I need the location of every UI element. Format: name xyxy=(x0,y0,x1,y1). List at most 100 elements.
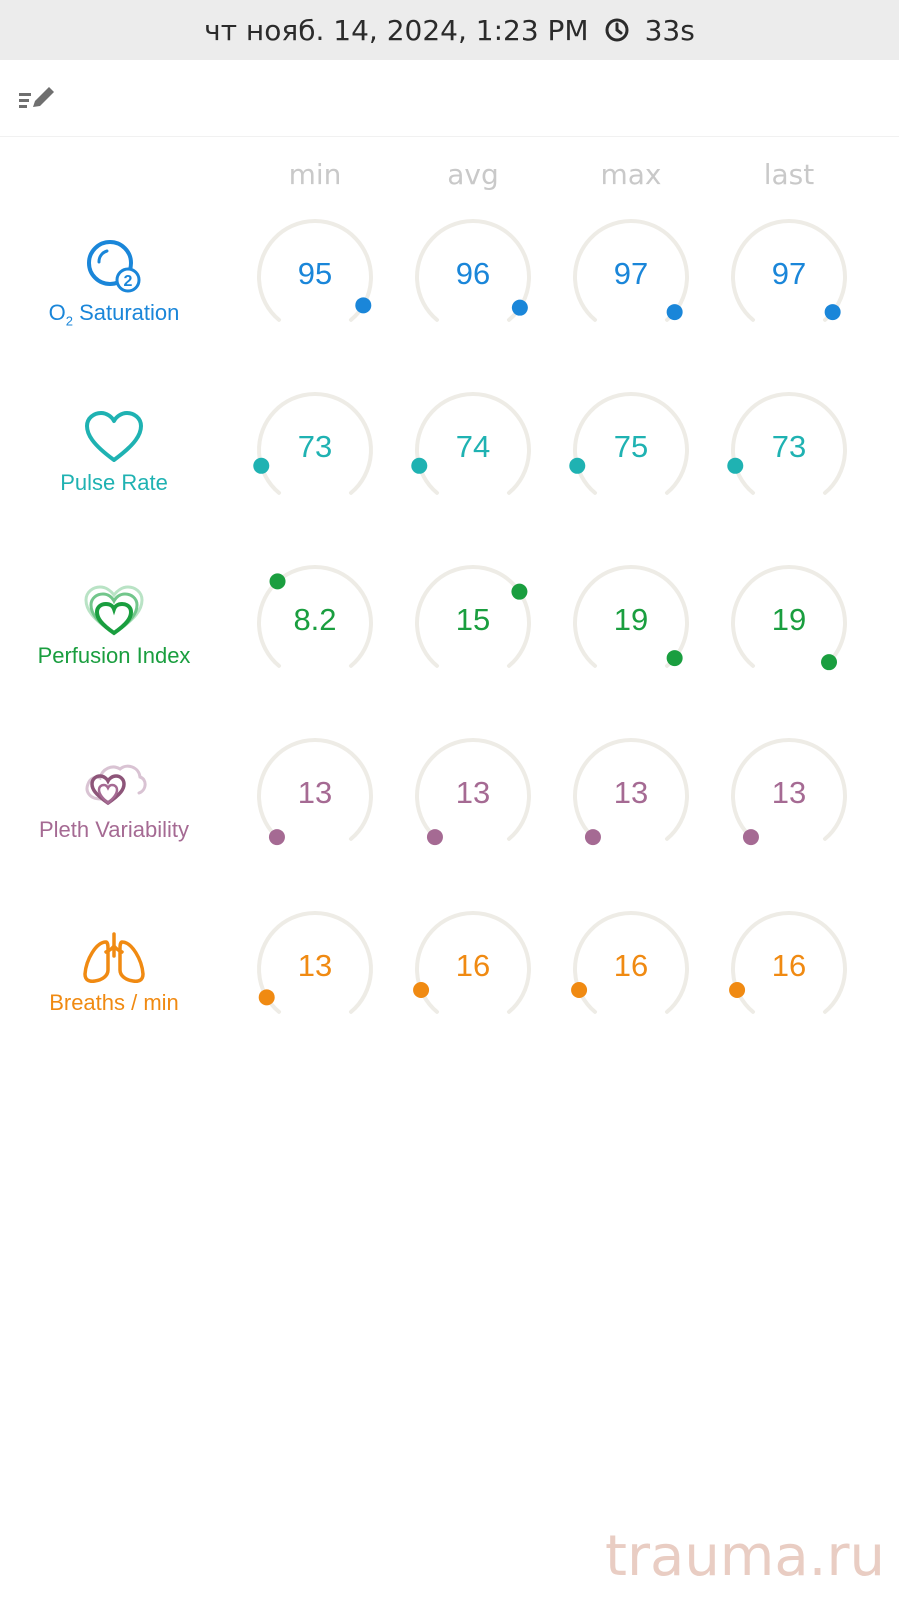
gauge-track xyxy=(415,565,531,668)
svg-text:2: 2 xyxy=(124,273,133,290)
gauge-dial xyxy=(731,219,847,322)
gauge-rr-min[interactable]: 13 xyxy=(250,904,380,1034)
gauge-track xyxy=(573,565,689,668)
gauge-o2-last[interactable]: 97 xyxy=(724,212,854,342)
gauge-track xyxy=(257,738,373,841)
gauge-track xyxy=(573,219,689,322)
gauge-track xyxy=(415,911,531,1014)
gauge-pulse-min[interactable]: 73 xyxy=(250,385,380,515)
layered-hearts-icon xyxy=(84,585,144,636)
gauge-track xyxy=(731,565,847,668)
gauge-pi-avg[interactable]: 15 xyxy=(408,558,538,688)
gauge-dial xyxy=(573,565,689,668)
metric-o2-saturation: 2 O2 Saturation xyxy=(0,236,228,328)
gauge-track xyxy=(731,738,847,841)
heart-cloud-icon xyxy=(85,764,147,806)
metric-label: Perfusion Index xyxy=(37,643,191,668)
gauge-value: 13 xyxy=(771,775,807,810)
gauge-dial xyxy=(731,565,847,671)
gauge-indicator-dot xyxy=(253,457,270,474)
gauge-value: 95 xyxy=(297,256,333,291)
gauge-pulse-last[interactable]: 73 xyxy=(724,385,854,515)
gauge-indicator-dot xyxy=(355,297,372,314)
list-edit-icon[interactable] xyxy=(16,80,60,114)
gauge-pvi-min[interactable]: 13 xyxy=(250,731,380,861)
gauge-value: 13 xyxy=(455,775,491,810)
gauge-track xyxy=(731,219,847,322)
gauge-value: 13 xyxy=(297,775,333,810)
gauge-track xyxy=(415,392,531,495)
gauge-indicator-dot xyxy=(511,583,528,600)
gauge-pulse-avg[interactable]: 74 xyxy=(408,385,538,515)
heart-icon xyxy=(85,411,143,462)
gauge-dial xyxy=(571,911,689,1014)
gauge-dial xyxy=(415,738,531,846)
gauge-track xyxy=(731,911,847,1014)
gauge-indicator-dot xyxy=(584,829,601,846)
column-header-min: min xyxy=(288,158,342,191)
gauge-value: 15 xyxy=(455,602,491,637)
gauge-value: 97 xyxy=(613,256,649,291)
gauge-indicator-dot xyxy=(742,829,759,846)
gauge-dial xyxy=(257,565,373,668)
gauge-value: 16 xyxy=(771,948,807,983)
column-header-last: last xyxy=(763,158,815,191)
metric-label: Pleth Variability xyxy=(39,817,189,842)
gauge-value: 16 xyxy=(455,948,491,983)
column-header-avg: avg xyxy=(447,158,499,191)
gauge-pi-max[interactable]: 19 xyxy=(566,558,696,688)
gauge-value: 75 xyxy=(613,429,649,464)
session-duration: 33s xyxy=(644,13,695,47)
gauge-value: 73 xyxy=(771,429,807,464)
gauge-o2-avg[interactable]: 96 xyxy=(408,212,538,342)
watermark: trauma.ru xyxy=(605,1524,885,1589)
column-header-max: max xyxy=(600,158,662,191)
gauge-value: 97 xyxy=(771,256,807,291)
gauge-pvi-last[interactable]: 13 xyxy=(724,731,854,861)
gauge-indicator-dot xyxy=(824,304,841,321)
gauge-track xyxy=(257,219,373,322)
gauge-pvi-avg[interactable]: 13 xyxy=(408,731,538,861)
gauge-o2-min[interactable]: 95 xyxy=(250,212,380,342)
clock-icon xyxy=(603,16,631,44)
gauge-dial xyxy=(257,219,373,322)
gauge-dial xyxy=(731,738,847,846)
gauge-pulse-max[interactable]: 75 xyxy=(566,385,696,515)
metric-perfusion-index: Perfusion Index xyxy=(0,583,228,669)
gauge-track xyxy=(573,911,689,1014)
gauge-track xyxy=(257,911,373,1014)
gauge-pi-last[interactable]: 19 xyxy=(724,558,854,688)
gauge-indicator-dot xyxy=(413,981,430,998)
gauge-indicator-dot xyxy=(571,981,588,998)
gauge-dial xyxy=(257,738,373,846)
gauge-track xyxy=(415,738,531,841)
gauge-value: 96 xyxy=(455,256,491,291)
gauge-track xyxy=(257,392,373,495)
gauge-o2-max[interactable]: 97 xyxy=(566,212,696,342)
gauge-track xyxy=(731,392,847,495)
lungs-icon xyxy=(83,932,145,983)
gauge-track xyxy=(573,392,689,495)
gauge-rr-avg[interactable]: 16 xyxy=(408,904,538,1034)
gauge-dial xyxy=(729,911,847,1014)
session-datetime: чт нояб. 14, 2024, 1:23 PM xyxy=(204,13,589,47)
gauge-value: 13 xyxy=(297,948,333,983)
gauge-rr-last[interactable]: 16 xyxy=(724,904,854,1034)
metric-breaths-per-min: Breaths / min xyxy=(0,930,228,1016)
gauge-value: 19 xyxy=(771,602,807,637)
metric-label: Breaths / min xyxy=(49,990,179,1015)
gauge-pi-min[interactable]: 8.2 xyxy=(250,558,380,688)
session-time-bar: чт нояб. 14, 2024, 1:23 PM 33s xyxy=(0,0,899,60)
gauge-value: 8.2 xyxy=(293,602,337,637)
gauge-dial xyxy=(411,392,531,495)
gauge-indicator-dot xyxy=(268,829,285,846)
o2-bubble-icon: 2 xyxy=(87,240,141,293)
gauge-pvi-max[interactable]: 13 xyxy=(566,731,696,861)
gauge-value: 73 xyxy=(297,429,333,464)
gauge-dial xyxy=(573,219,689,322)
gauge-dial xyxy=(257,911,373,1014)
gauge-indicator-dot xyxy=(269,573,286,590)
gauge-value: 16 xyxy=(613,948,649,983)
gauge-rr-max[interactable]: 16 xyxy=(566,904,696,1034)
gauge-dial xyxy=(413,911,531,1014)
